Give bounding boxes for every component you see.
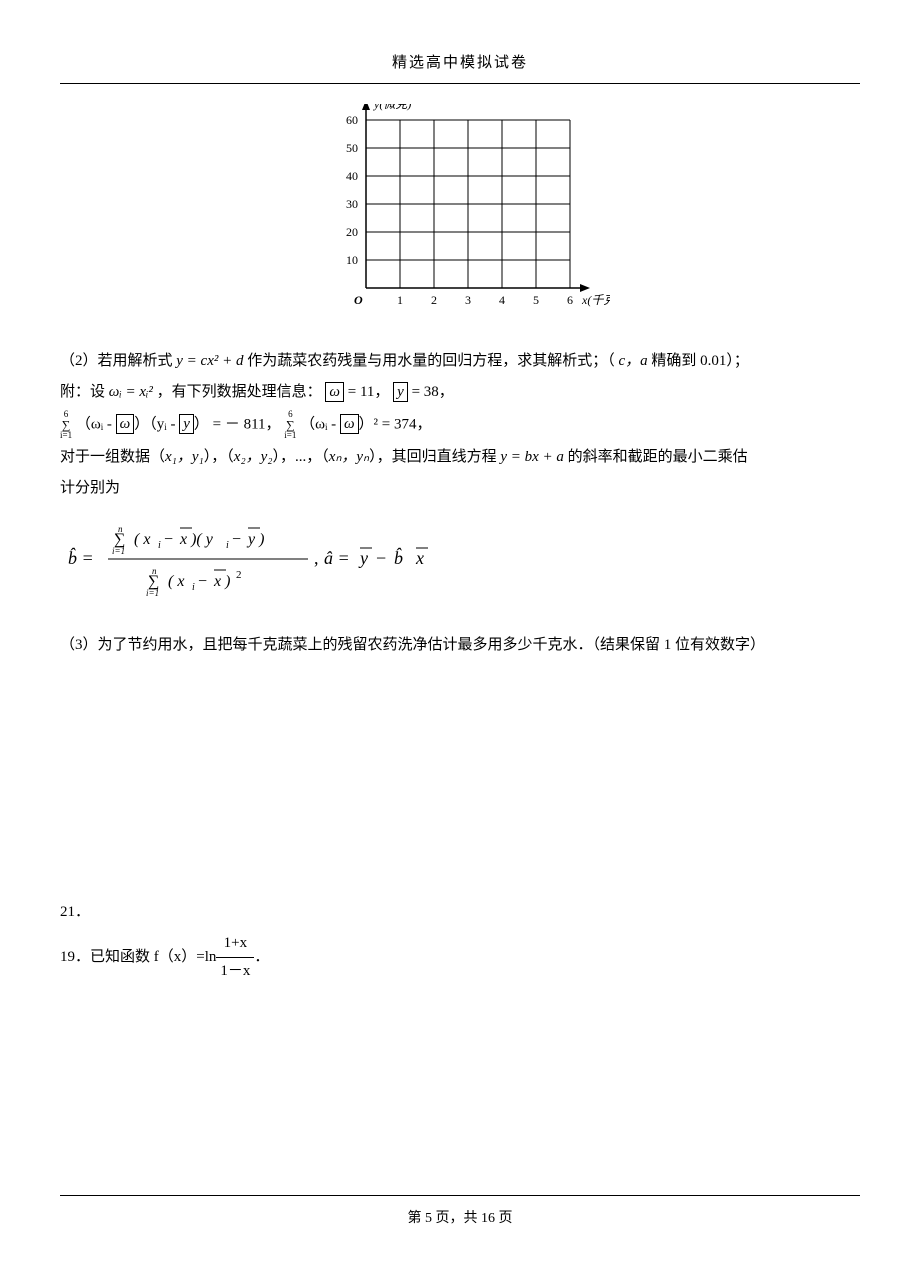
svg-text:y(微克): y(微克) — [373, 104, 411, 111]
pair-sep1: ），（ — [204, 449, 234, 465]
footer-page: 5 — [425, 1211, 432, 1226]
group-lead: 对于一组数据（ — [60, 449, 165, 465]
q2-equation: y = cx² + d — [176, 353, 243, 369]
q2-tail: 精确到 0.01）； — [651, 353, 749, 369]
svg-text:,: , — [314, 548, 319, 568]
svg-text:b̂: b̂ — [394, 547, 403, 568]
question-21: 21． — [60, 899, 860, 926]
q2-mid: 作为蔬菜农药残量与用水量的回归方程，求其解析式；（ — [247, 353, 615, 369]
svg-text:x )( y: x )( y — [179, 531, 214, 548]
pair2: x₂，y₂ — [234, 449, 273, 465]
y-bar-box-2: y — [179, 414, 194, 434]
omega-def: ωᵢ = xᵢ² — [109, 384, 153, 400]
svg-text:−: − — [376, 548, 386, 568]
header-divider — [60, 83, 860, 84]
y-bar-val: = 38， — [408, 384, 454, 400]
svg-text:30: 30 — [346, 197, 358, 211]
group-tail2: 的斜率和截距的最小二乘估 — [564, 449, 748, 465]
q19-den: 1－x — [216, 958, 254, 985]
pair-dots: ），...，（ — [273, 449, 329, 465]
line-eq: y = bx + a — [500, 449, 564, 465]
question-2: （2）若用解析式 y = cx² + d 作为蔬菜农药残量与用水量的回归方程，求… — [60, 348, 860, 375]
question-3: （3）为了节约用水，且把每千克蔬菜上的残留农药洗净估计最多用多少千克水．（结果保… — [60, 632, 860, 659]
svg-text:1: 1 — [397, 293, 403, 307]
footer-suffix: 页 — [499, 1211, 513, 1226]
chart-container: 10 20 30 40 50 60 1 2 3 4 5 6 Oy(微克) x(千克) — [60, 104, 860, 334]
least-squares-formula: b̂ = n ∑ i=1 ( x i − x )( y i − y ) n ∑ … — [60, 514, 860, 614]
y-bar-box: y — [393, 382, 408, 402]
footer-divider — [60, 1195, 860, 1196]
sigma-1: 6 ∑ i=1 — [60, 410, 72, 440]
svg-text:i: i — [192, 582, 195, 593]
svg-text:y ): y ) — [246, 531, 264, 548]
svg-text:i=1: i=1 — [112, 546, 125, 556]
omega-bar-box-3: ω — [340, 414, 359, 434]
pair1: x₁，y₁ — [165, 449, 204, 465]
attachment-line2: 6 ∑ i=1 （ωᵢ - ω）（yᵢ - y） = － 811， 6 ∑ i=… — [60, 410, 860, 440]
pairn: xₙ，yₙ — [329, 449, 369, 465]
svg-text:5: 5 — [533, 293, 539, 307]
svg-text:i=1: i=1 — [146, 588, 159, 598]
attach-mid: ，有下列数据处理信息： — [157, 384, 322, 400]
sigma-2: 6 ∑ i=1 — [284, 410, 296, 440]
page-header: 精选高中模拟试卷 — [60, 50, 860, 77]
svg-text:10: 10 — [346, 253, 358, 267]
sum2-b: ）² = 374， — [359, 416, 432, 432]
svg-text:y: y — [358, 548, 368, 568]
q19-num: 1+x — [216, 930, 254, 958]
svg-text:4: 4 — [499, 293, 505, 307]
svg-text:x: x — [415, 548, 424, 568]
q19-period: ． — [254, 949, 269, 965]
svg-text:−: − — [164, 531, 173, 548]
svg-text:i: i — [226, 540, 229, 551]
omega-bar-box-2: ω — [116, 414, 135, 434]
q2-ca: c，a — [619, 353, 648, 369]
page-footer: 第 5 页，共 16 页 — [0, 1195, 920, 1231]
formula-svg: b̂ = n ∑ i=1 ( x i − x )( y i − y ) n ∑ … — [60, 514, 480, 604]
svg-text:20: 20 — [346, 225, 358, 239]
group-data-line: 对于一组数据（x₁，y₁），（x₂，y₂），...，（xₙ，yₙ），其回归直线方… — [60, 444, 860, 471]
svg-text:−: − — [232, 531, 241, 548]
q19-fraction: 1+x1－x — [216, 930, 254, 985]
group-tail: ），其回归直线方程 — [369, 449, 500, 465]
svg-text:O: O — [354, 293, 363, 307]
svg-text:b̂ =: b̂ = — [68, 547, 94, 568]
omega-bar-box: ω — [325, 382, 344, 402]
svg-text:60: 60 — [346, 113, 358, 127]
sum1-c: ） = － 811， — [194, 416, 281, 432]
svg-text:2: 2 — [236, 569, 242, 581]
axes-grid-chart: 10 20 30 40 50 60 1 2 3 4 5 6 Oy(微克) x(千克) — [310, 104, 610, 324]
attach-label: 附：设 — [60, 384, 109, 400]
svg-text:50: 50 — [346, 141, 358, 155]
svg-text:2: 2 — [431, 293, 437, 307]
sum1-b: ）（yᵢ - — [134, 416, 179, 432]
svg-text:6: 6 — [567, 293, 573, 307]
svg-text:3: 3 — [465, 293, 471, 307]
question-19: 19．已知函数 f（x）=ln1+x1－x． — [60, 930, 860, 985]
svg-text:40: 40 — [346, 169, 358, 183]
footer-total: 16 — [481, 1211, 495, 1226]
footer-prefix: 第 — [408, 1211, 426, 1226]
group-data-line2: 计分别为 — [60, 475, 860, 502]
svg-text:−: − — [198, 573, 207, 590]
attachment-line1: 附：设 ωᵢ = xᵢ² ，有下列数据处理信息： ω = 11， y = 38， — [60, 379, 860, 406]
svg-text:x ): x ) — [213, 573, 230, 590]
q2-leadin: （2）若用解析式 — [60, 353, 176, 369]
svg-text:( x: ( x — [134, 531, 150, 548]
q19-lead: 19．已知函数 f（x）=ln — [60, 949, 216, 965]
svg-text:i: i — [158, 540, 161, 551]
svg-text:( x: ( x — [168, 573, 184, 590]
svg-text:x(千克): x(千克) — [581, 293, 610, 307]
omega-bar-val: = 11， — [344, 384, 389, 400]
sum1-a: （ωᵢ - — [76, 416, 116, 432]
svg-text:â =: â = — [324, 548, 350, 568]
footer-mid: 页，共 — [436, 1211, 482, 1226]
sum2-a: （ωᵢ - — [300, 416, 340, 432]
